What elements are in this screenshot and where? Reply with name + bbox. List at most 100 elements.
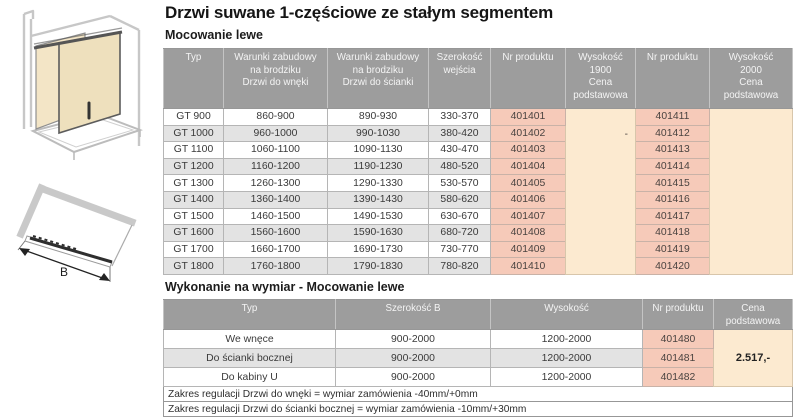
dimension-label: B — [60, 265, 68, 279]
adjustment-note-row: Zakres regulacji Drzwi do ścianki boczne… — [163, 401, 793, 417]
col-header-warunki-scianka: Warunki zabudowy na brodziku Drzwi do śc… — [327, 48, 429, 109]
cell-cena-1900: - — [565, 108, 636, 275]
cell-wejscie: 530-570 — [428, 174, 491, 192]
plan-walls — [16, 183, 137, 239]
plan-door — [24, 224, 133, 268]
table-row: GT 1300 1260-1300 1290-1330 530-570 4014… — [163, 174, 793, 192]
table-row: GT 1500 1460-1500 1490-1530 630-670 4014… — [163, 207, 793, 226]
col-header-nr-produktu: Nr produktu — [642, 299, 714, 330]
cell-wejscie: 330-370 — [428, 108, 491, 126]
cell-nr-produktu: 401412 — [635, 124, 710, 143]
cell-nr-produktu: 401416 — [635, 190, 710, 209]
cell-nr-produktu: 401402 — [490, 124, 566, 143]
sliding-door-plan-drawing: B — [16, 183, 137, 282]
cell-scianka: 1590-1630 — [327, 224, 429, 242]
cell-wneka: 1060-1100 — [223, 141, 328, 159]
cell-nr-produktu: 401408 — [490, 224, 566, 242]
cell-scianka: 1190-1230 — [327, 157, 429, 176]
table-row: GT 900 860-900 890-930 330-370 401401 - … — [163, 108, 793, 275]
cell-nr-produktu: 401420 — [635, 257, 710, 275]
table-row: GT 1700 1660-1700 1690-1730 730-770 4014… — [163, 240, 793, 259]
cell-typ: GT 1500 — [163, 207, 224, 226]
cell-nr-produktu: 401419 — [635, 240, 710, 259]
col-header-typ: Typ — [163, 299, 336, 330]
cell-nr-produktu: 401414 — [635, 157, 710, 176]
col-header-warunki-wneka: Warunki zabudowy na brodziku Drzwi do wn… — [223, 48, 328, 109]
cell-wneka: 1460-1500 — [223, 207, 328, 226]
cell-typ: GT 1300 — [163, 174, 224, 192]
cell-nr-produktu: 401409 — [490, 240, 566, 259]
cell-nr-produktu: 401407 — [490, 207, 566, 226]
table1-header-row: Typ Warunki zabudowy na brodziku Drzwi d… — [163, 48, 793, 109]
table-row: GT 1600 1560-1600 1590-1630 680-720 4014… — [163, 224, 793, 242]
cell-typ: GT 900 — [163, 108, 224, 126]
col-header-cena-podstawowa: Cena podstawowa — [713, 299, 793, 330]
cell-wejscie: 430-470 — [428, 141, 491, 159]
page-subtitle: Mocowanie lewe — [165, 28, 263, 42]
cell-typ: GT 1800 — [163, 257, 224, 275]
table2-header-row: Typ Szerokość B Wysokość Nr produktu Cen… — [163, 299, 793, 330]
cell-scianka: 1290-1330 — [327, 174, 429, 192]
cell-nr-produktu: 401411 — [635, 108, 710, 126]
cell-nr-produktu: 401418 — [635, 224, 710, 242]
cell-nr-produktu: 401404 — [490, 157, 566, 176]
table-row: GT 1100 1060-1100 1090-1130 430-470 4014… — [163, 141, 793, 159]
note-text: Zakres regulacji Drzwi do ścianki boczne… — [163, 401, 793, 417]
cell-wejscie: 630-670 — [428, 207, 491, 226]
cell-wejscie: 580-620 — [428, 190, 491, 209]
col-header-wysokosc: Wysokość — [490, 299, 643, 330]
cell-scianka: 1490-1530 — [327, 207, 429, 226]
cell-wejscie: 680-720 — [428, 224, 491, 242]
cell-scianka: 1790-1830 — [327, 257, 429, 275]
cell-wejscie: 380-420 — [428, 124, 491, 143]
cell-cena-podstawowa: 2.517,- — [713, 329, 793, 387]
cell-wneka: 1660-1700 — [223, 240, 328, 259]
shower-tray — [30, 112, 143, 160]
standard-sizes-table: Typ Warunki zabudowy na brodziku Drzwi d… — [163, 48, 793, 275]
cell-typ: GT 1600 — [163, 224, 224, 242]
col-header-szerokosc-b: Szerokość B — [335, 299, 491, 330]
cell-nr-produktu: 401413 — [635, 141, 710, 159]
cell-wejscie: 780-820 — [428, 257, 491, 275]
col-header-wysokosc-1900: Wysokość 1900 Cena podstawowa — [565, 48, 636, 109]
note-text: Zakres regulacji Drzwi do wnęki = wymiar… — [163, 386, 793, 402]
cell-szerokosc: 900-2000 — [335, 367, 491, 387]
table-row: GT 1000 960-1000 990-1030 380-420 401402… — [163, 124, 793, 143]
col-header-nr-produktu-2000: Nr produktu — [635, 48, 710, 109]
cell-wneka: 1260-1300 — [223, 174, 328, 192]
glass-panels — [35, 31, 121, 135]
cell-nr-produktu: 401480 — [642, 329, 714, 349]
adjustment-note-row: Zakres regulacji Drzwi do wnęki = wymiar… — [163, 386, 793, 402]
cell-nr-produktu: 401410 — [490, 257, 566, 275]
cell-wysokosc: 1200-2000 — [490, 329, 643, 349]
cell-szerokosc: 900-2000 — [335, 348, 491, 368]
table-row: Do ścianki bocznej 900-2000 1200-2000 40… — [163, 348, 793, 368]
cell-nr-produktu: 401405 — [490, 174, 566, 192]
cell-scianka: 890-930 — [327, 108, 429, 126]
cell-nr-produktu: 401401 — [490, 108, 566, 126]
table-row: GT 1200 1160-1200 1190-1230 480-520 4014… — [163, 157, 793, 176]
cell-typ: We wnęce — [163, 329, 336, 349]
table-row: GT 1800 1760-1800 1790-1830 780-820 4014… — [163, 257, 793, 275]
table-row: GT 1400 1360-1400 1390-1430 580-620 4014… — [163, 190, 793, 209]
col-header-szerokosc-wejscia: Szerokość wejścia — [428, 48, 491, 109]
technical-drawings: B — [0, 0, 162, 420]
dimension-arrow: B — [17, 240, 111, 282]
cell-cena-2000 — [709, 108, 793, 275]
cell-wneka: 1760-1800 — [223, 257, 328, 275]
cell-wneka: 960-1000 — [223, 124, 328, 143]
cell-typ: GT 1100 — [163, 141, 224, 159]
cell-wneka: 1160-1200 — [223, 157, 328, 176]
cell-wysokosc: 1200-2000 — [490, 348, 643, 368]
cell-typ: Do ścianki bocznej — [163, 348, 336, 368]
page-title: Drzwi suwane 1-częściowe ze stałym segme… — [165, 3, 554, 22]
col-header-nr-produktu-1900: Nr produktu — [490, 48, 566, 109]
cell-scianka: 1690-1730 — [327, 240, 429, 259]
table-row: We wnęce 900-2000 1200-2000 401480 2.517… — [163, 329, 793, 387]
cell-nr-produktu: 401406 — [490, 190, 566, 209]
cell-wneka: 860-900 — [223, 108, 328, 126]
col-header-typ: Typ — [163, 48, 224, 109]
cell-typ: GT 1000 — [163, 124, 224, 143]
cell-wejscie: 730-770 — [428, 240, 491, 259]
